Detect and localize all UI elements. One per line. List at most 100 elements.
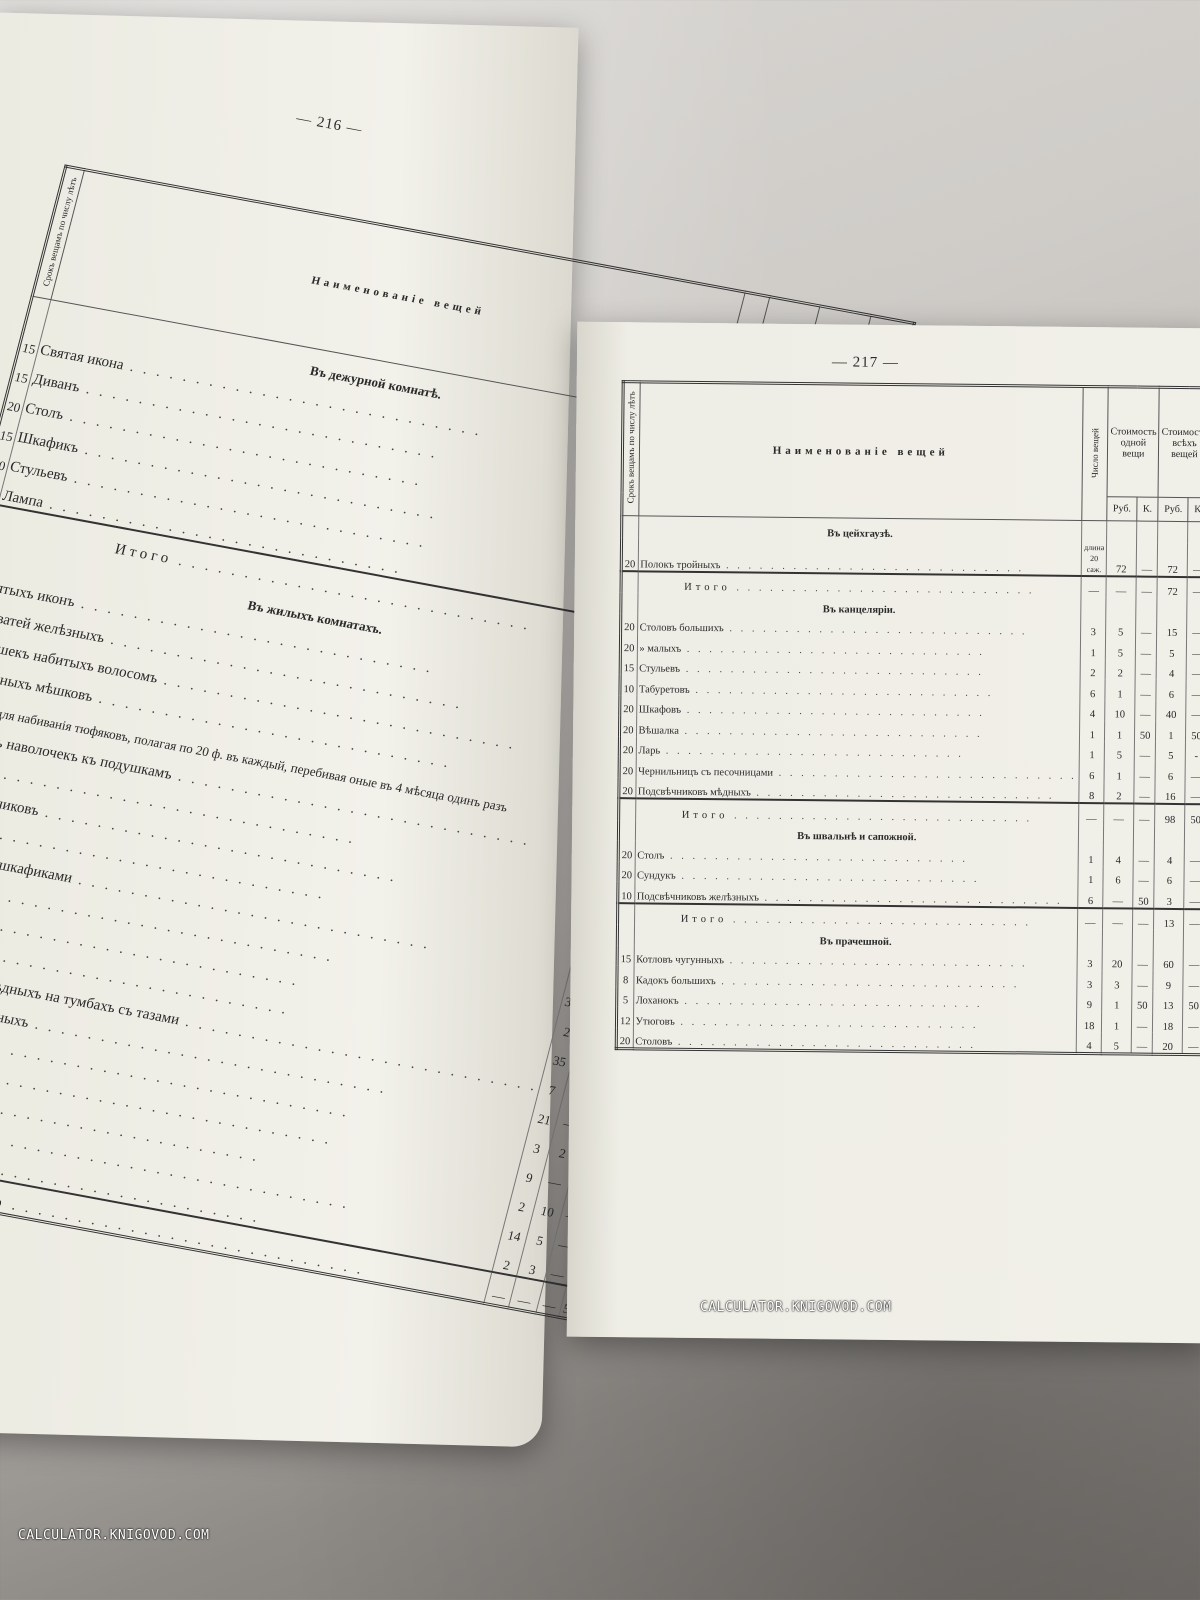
cell-value: 5 [622,995,629,1007]
unit-rub-cell: — [1103,886,1133,909]
cell-value: — [1086,813,1097,825]
unit-rub-cell: 3 [1102,970,1132,992]
cell-value: — [1191,710,1200,722]
item-name: Шкафовъ [638,704,682,716]
unit-rub-cell: 1 [1104,761,1135,783]
cell-value: 9 [1165,980,1172,992]
item-name: Котловъ чугунныхъ [636,954,725,967]
cell-value: — [1137,980,1148,992]
empty-cell [1080,596,1107,618]
table-row: 20 Столовъ . . . . . . . . . . . . . . . … [616,1026,1200,1056]
unit-kop-cell: 50 [1132,886,1155,909]
cell-value: — [1140,648,1152,660]
item-name: Чернильницъ съ песочницами [638,765,774,779]
cell-value: — [1138,875,1149,887]
cell-value: 60 [1163,959,1174,971]
cell-value: — [1084,918,1096,930]
cell-value: — [490,1287,508,1305]
total-rub-cell: 20 [1152,1032,1183,1055]
watermark: CALCULATOR.KNIGOVOD.COM [18,1528,210,1543]
item-name: Стульевъ [639,663,681,675]
cell-value: 20 [619,1036,631,1048]
total-rub-cell: 6 [1156,679,1187,701]
name-cell: Столовъ . . . . . . . . . . . . . . . . … [632,1026,1077,1054]
unit-rub-cell: 5 [1101,1031,1132,1055]
cell-value: — [1137,959,1149,971]
cell-value: — [1137,918,1149,930]
unit-kop-cell: — [1135,542,1158,577]
unit-kop-cell: — [1135,618,1158,639]
cell-value: — [1189,855,1200,867]
cell-value: — [1141,586,1152,598]
total-kop-cell: — [1184,846,1200,867]
header-total-cost-text: Стоимость всѣхъ вещей [1161,426,1200,460]
cell-value: — [1113,813,1125,825]
cell-value: 3 [531,1140,542,1157]
empty-cell [1102,929,1133,951]
cell-value: 5 [1116,750,1123,762]
empty-cell [1157,521,1189,543]
unit-rub-cell: 10 [1104,699,1135,721]
total-rub-cell: 13 [1153,908,1185,931]
empty-cell [1078,824,1104,846]
count-cell: 2 [1080,658,1106,680]
cell-value: — [1136,1021,1148,1033]
unit-kop-cell: — [1134,741,1156,762]
unit-kop-cell: — [1132,908,1155,930]
page-number: — 216 — [295,110,364,139]
total-rub-cell: 15 [1156,618,1188,640]
cell-value: 6 [1089,688,1096,700]
unit-rub-cell: 1 [1101,990,1132,1012]
total-kop-cell: 50 [1183,991,1200,1013]
cell-value: 20 [622,724,634,736]
cell-value: 3 [1166,896,1172,908]
empty-cell [1184,825,1200,847]
cell-value: 4 [1089,709,1096,721]
unit-kop-cell: — [1131,950,1154,971]
cell-value: 5 [1169,648,1175,660]
cell-value: — [1190,792,1200,804]
cell-value: 50 [1138,896,1149,908]
cell-value: — [1140,668,1152,680]
header-kop-text: К. [1142,503,1153,515]
count-cell: 8 [1078,781,1105,804]
item-name: Столовъ большихъ [639,622,724,635]
total-rub-cell: 4 [1154,845,1185,867]
cell-value: 18 [1083,1020,1095,1032]
unit-rub-cell: 1 [1104,720,1135,742]
cell-value: 98 [1164,814,1176,826]
cell-value: 10 [621,890,632,902]
cell-value: 20 [624,558,636,570]
item-name: Вѣшалка [638,724,680,737]
lifespan-cell: 20 [616,1026,633,1049]
header-unit-cost-text: Стоимость одной вещи [1110,425,1157,460]
total-rub-cell: 13 [1153,991,1184,1013]
total-kop-cell: — [1182,1032,1200,1055]
unit-kop-cell: — [1130,1032,1153,1055]
cell-value: — [1140,689,1151,701]
unit-rub-cell: 2 [1105,658,1136,680]
header-rub: Руб. [1107,496,1137,522]
total-kop-cell: — [1186,680,1200,701]
empty-cell [1188,521,1200,543]
header-unit-cost: Стоимость одной вещи [1107,386,1160,498]
header-total-cost: Стоимость всѣхъ вещей [1158,387,1200,498]
item-name: Лоханокъ [635,995,679,1007]
lifespan-cell: 20 [617,860,635,882]
total-rub-cell: 40 [1156,700,1187,722]
cell-value: длина 20 саж. [1084,542,1105,574]
total-kop-cell: — [1184,866,1200,888]
header-row: Срокъ вещамъ по числу лѣтъ Наименованіе в… [621,381,1200,521]
cell-value: 20 [1111,959,1123,971]
count-cell: 4 [1076,1031,1102,1054]
item-name: » малыхъ [639,642,682,655]
cell-value: 15 [623,663,635,675]
unit-rub-cell: 72 [1106,541,1137,577]
header-kop: К. [1188,497,1200,522]
total-rub-cell: 5 [1155,741,1186,763]
total-kop-cell: — [1187,618,1200,640]
cell-value: 15 [13,369,30,387]
cell-value: 5 [1117,647,1124,659]
cell-value: 3 [1114,979,1120,991]
cell-value: — [1141,564,1153,576]
